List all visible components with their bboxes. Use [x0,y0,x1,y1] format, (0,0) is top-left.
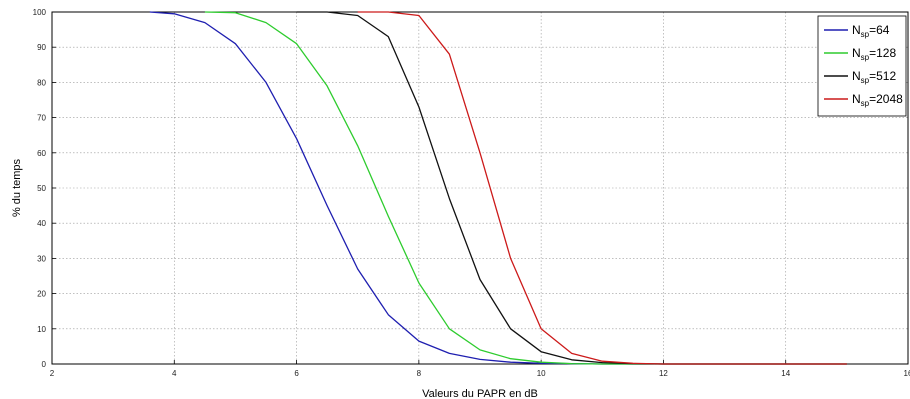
y-tick-label: 40 [37,219,46,228]
y-tick-label: 30 [37,254,46,263]
ticks: 2 4 6 8 10 12 14 16 0 10 20 30 40 50 60 70 80 90 100 [33,8,910,378]
x-tick-label: 2 [50,369,55,378]
series [149,11,847,365]
y-tick-label: 80 [37,78,46,87]
y-tick-label: 60 [37,149,46,158]
x-tick-label: 6 [294,369,299,378]
legend-label: Nsp=2048 [852,92,903,108]
legend: Nsp=64 Nsp=128 Nsp=512 Nsp=2048 [817,15,907,117]
series-line-512 [296,11,847,365]
x-tick-label: 14 [781,369,790,378]
y-tick-label: 70 [37,114,46,123]
x-axis-label: Valeurs du PAPR en dB [422,388,538,399]
y-tick-label: 100 [33,8,47,17]
x-tick-label: 8 [417,369,422,378]
y-axis-label: % du temps [11,158,23,217]
y-tick-label: 90 [37,43,46,52]
legend-label: Nsp=64 [852,23,890,39]
x-tick-label: 4 [172,369,177,378]
x-tick-label: 10 [537,369,546,378]
series-line-2048 [357,11,847,365]
legend-label: Nsp=512 [852,69,896,85]
y-tick-label: 50 [37,184,46,193]
grid [52,12,908,364]
y-tick-label: 0 [42,360,47,369]
x-tick-label: 16 [904,369,910,378]
legend-label: Nsp=128 [852,46,896,62]
y-tick-label: 20 [37,290,46,299]
y-tick-label: 10 [37,325,46,334]
x-tick-label: 12 [659,369,668,378]
